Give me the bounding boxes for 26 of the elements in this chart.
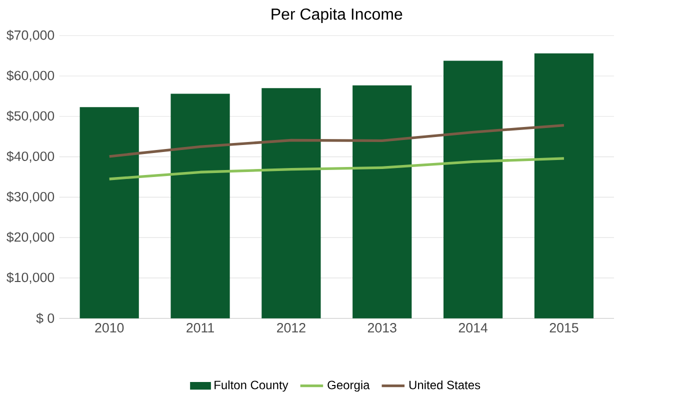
x-tick-label: 2014 xyxy=(458,323,488,332)
x-tick-label: 2013 xyxy=(368,323,396,332)
bar xyxy=(534,53,594,318)
y-tick-label: $40,000 xyxy=(6,151,54,163)
legend-label: United States xyxy=(409,380,480,390)
line-series xyxy=(108,124,566,158)
bar xyxy=(443,60,503,318)
y-tick-label: $20,000 xyxy=(6,232,54,244)
bar xyxy=(262,88,321,318)
bar xyxy=(170,94,230,318)
y-tick-label: $70,000 xyxy=(6,30,54,42)
y-tick-label: $30,000 xyxy=(6,191,54,203)
legend-label: Fulton County xyxy=(214,380,288,392)
x-tick-label: 2010 xyxy=(95,323,124,332)
x-tick-label: 2011 xyxy=(186,323,214,332)
x-tick-label: 2015 xyxy=(550,323,578,332)
x-tick-label: 2012 xyxy=(277,323,306,332)
y-tick-label: $10,000 xyxy=(6,272,54,284)
bar xyxy=(80,107,139,318)
chart-title: Per Capita Income xyxy=(272,8,402,23)
y-tick-label: $60,000 xyxy=(6,70,54,82)
legend-label: Georgia xyxy=(328,380,370,392)
y-tick-label: $50,000 xyxy=(6,110,54,122)
line-series xyxy=(108,157,566,180)
y-tick-label: $ 0 xyxy=(36,312,54,324)
bar xyxy=(352,85,412,318)
